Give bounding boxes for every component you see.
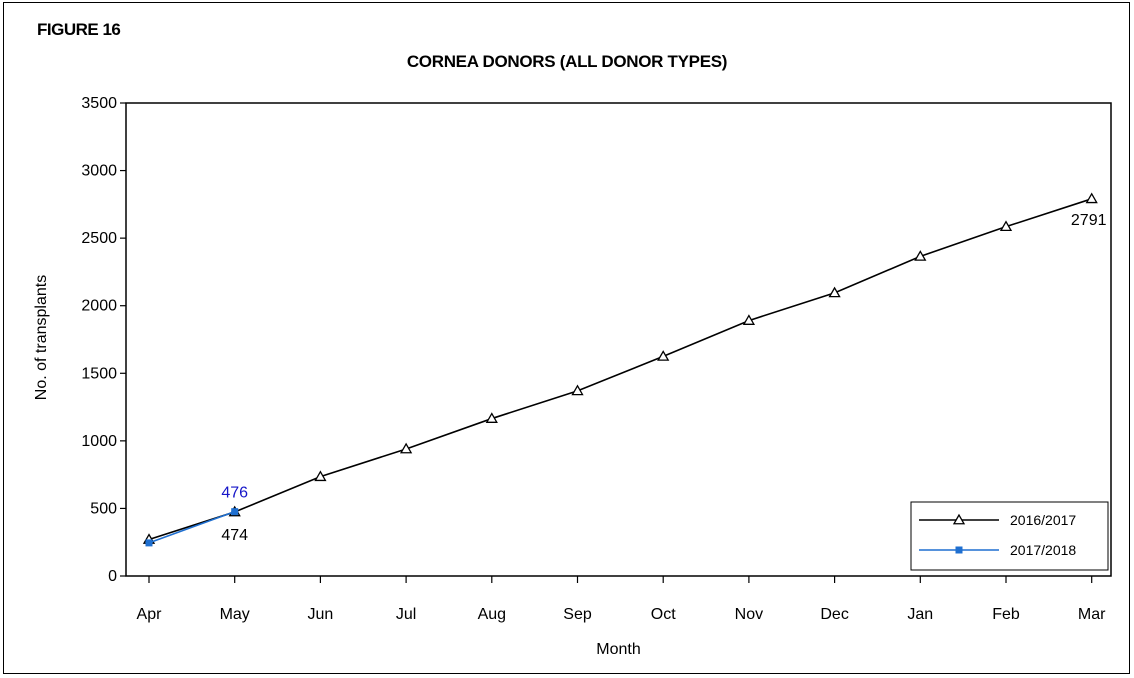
data-point [657, 350, 670, 361]
series-layer [142, 192, 1098, 547]
y-tick-label: 2500 [81, 230, 117, 247]
data-point [999, 220, 1013, 232]
legend-label: 2017/2018 [1010, 542, 1076, 558]
y-axis-label: No. of transplants [33, 275, 50, 400]
x-tick-label: May [220, 606, 250, 623]
figure-frame [3, 2, 1130, 674]
data-point [145, 539, 153, 547]
axes [125, 102, 1112, 577]
x-tick-label: Nov [735, 606, 763, 623]
x-tick-label: Jun [308, 606, 334, 623]
legend-marker [955, 546, 963, 554]
series-2016-2017 [142, 192, 1098, 544]
y-tick-label: 500 [90, 500, 117, 517]
y-tick-label: 1500 [81, 365, 117, 382]
y-tick-label: 3500 [81, 95, 117, 112]
data-point [742, 314, 756, 325]
legend-box [910, 501, 1109, 571]
series-line [148, 510, 235, 544]
chart-title: CORNEA DONORS (ALL DONOR TYPES) [406, 52, 728, 71]
y-tick-label: 1000 [81, 433, 117, 450]
data-labels: 474 476 2791 [221, 212, 1106, 544]
x-tick-label: Feb [992, 606, 1020, 623]
y-tick-label: 0 [108, 568, 117, 585]
plot-area-border [125, 102, 1112, 577]
data-point [485, 412, 498, 423]
legend-label: 2016/2017 [1010, 512, 1076, 528]
y-axis-ticks: 0 500 1000 1500 2000 2500 3000 3500 [81, 95, 126, 585]
data-label: 476 [221, 485, 248, 502]
data-point [231, 508, 239, 516]
legend: 2016/2017 2017/2018 [910, 501, 1109, 571]
series-line [148, 198, 1092, 541]
x-axis-ticks: Apr May Jun Jul Aug Sep Oct Nov Dec Jan Feb Mar [137, 576, 1106, 623]
data-point [1085, 192, 1098, 204]
x-tick-label: Sep [563, 606, 592, 623]
x-tick-label: Jul [396, 606, 416, 623]
data-point [314, 470, 327, 482]
series-2017-2018 [145, 508, 239, 547]
data-point [914, 250, 927, 261]
x-tick-label: Jan [907, 606, 933, 623]
y-tick-label: 3000 [81, 163, 117, 180]
x-tick-label: Mar [1078, 606, 1106, 623]
x-tick-label: Dec [820, 606, 848, 623]
x-tick-label: Apr [137, 606, 163, 623]
legend-item: 2016/2017 [919, 512, 1076, 528]
x-axis-label: Month [596, 641, 640, 658]
legend-marker [952, 513, 966, 525]
data-point [571, 384, 584, 396]
data-label: 2791 [1071, 212, 1107, 229]
x-tick-label: Aug [478, 606, 506, 623]
data-point [828, 286, 841, 298]
y-tick-label: 2000 [81, 298, 117, 315]
x-tick-label: Oct [651, 606, 676, 623]
data-label: 474 [221, 527, 248, 544]
legend-item: 2017/2018 [919, 542, 1076, 558]
data-point [399, 442, 413, 454]
figure-label: FIGURE 16 [37, 20, 121, 39]
